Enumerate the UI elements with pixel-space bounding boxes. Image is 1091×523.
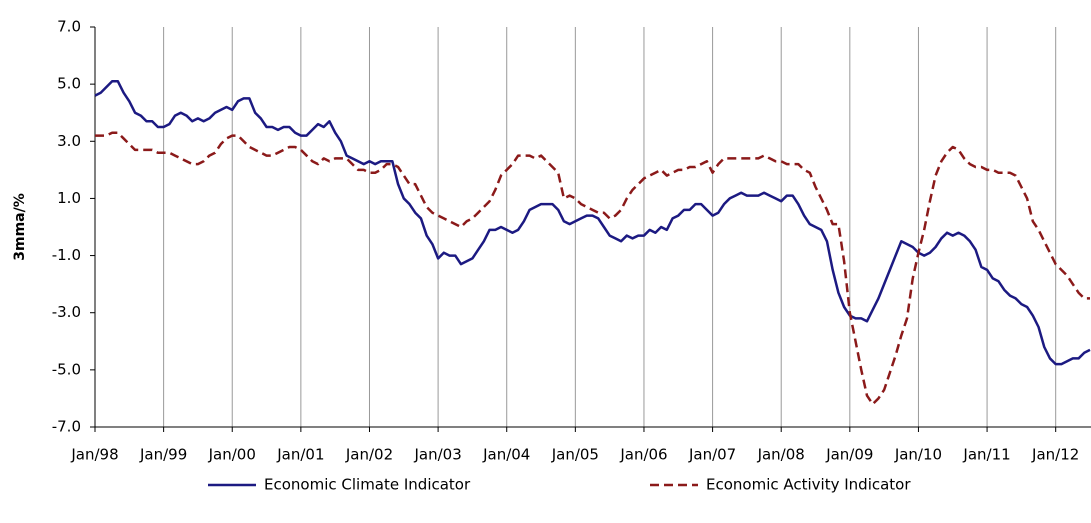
x-tick-label: Jan/07: [688, 446, 736, 464]
x-tick-label: Jan/10: [894, 446, 942, 464]
y-tick-label: 7.0: [57, 18, 81, 36]
x-tick-label: Jan/01: [276, 446, 324, 464]
x-tick-label: Jan/00: [208, 446, 256, 464]
x-tick-label: Jan/11: [962, 446, 1010, 464]
y-tick-label: 3.0: [57, 132, 81, 150]
x-tick-label: Jan/99: [139, 446, 187, 464]
y-tick-label: 1.0: [57, 189, 81, 207]
x-tick-label: Jan/98: [70, 446, 118, 464]
y-tick-label: 5.0: [57, 75, 81, 93]
x-tick-label: Jan/09: [825, 446, 873, 464]
y-tick-label: -1.0: [52, 246, 81, 264]
x-tick-label: Jan/04: [482, 446, 530, 464]
x-tick-label: Jan/03: [413, 446, 461, 464]
y-tick-label: -5.0: [52, 360, 81, 378]
x-tick-label: Jan/12: [1031, 446, 1079, 464]
x-tick-label: Jan/05: [551, 446, 599, 464]
x-tick-label: Jan/08: [757, 446, 805, 464]
y-tick-label: -7.0: [52, 418, 81, 436]
y-tick-label: -3.0: [52, 303, 81, 321]
x-tick-label: Jan/02: [345, 446, 393, 464]
data-line: [95, 131, 1090, 406]
data-line: [94, 80, 1091, 366]
x-tick-label: Jan/06: [619, 446, 667, 464]
y-axis-title: 3mma/%: [12, 193, 28, 261]
legend-label: Economic Activity Indicator: [706, 476, 911, 494]
legend-label: Economic Climate Indicator: [264, 476, 471, 494]
